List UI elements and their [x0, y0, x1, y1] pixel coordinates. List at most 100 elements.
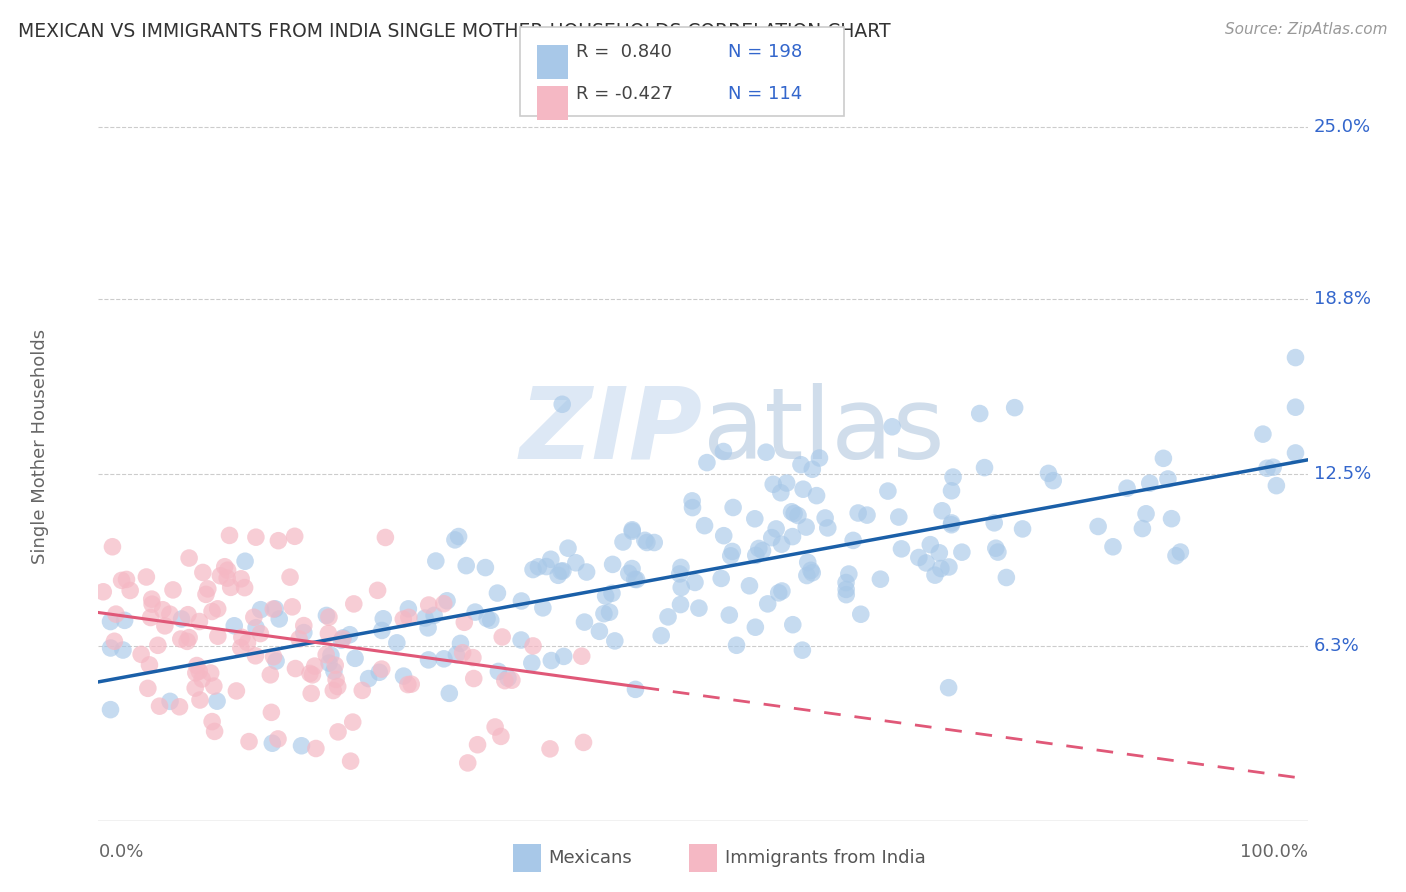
Point	[262, 736, 284, 750]
Point	[540, 654, 562, 668]
Point	[385, 636, 408, 650]
Point	[162, 582, 184, 597]
Point	[249, 602, 271, 616]
Point	[887, 510, 910, 524]
Point	[229, 640, 252, 655]
Point	[792, 482, 814, 496]
Point	[446, 648, 468, 662]
Point	[305, 741, 328, 756]
Point	[681, 494, 703, 508]
Point	[924, 568, 946, 582]
Point	[101, 540, 124, 554]
Point	[527, 559, 550, 574]
Point	[1152, 451, 1174, 466]
Point	[536, 559, 558, 574]
Point	[1132, 522, 1154, 536]
Point	[104, 607, 127, 621]
Point	[761, 531, 783, 545]
Point	[447, 529, 470, 543]
Point	[713, 444, 735, 458]
Point	[710, 571, 733, 585]
Point	[201, 714, 224, 729]
Point	[782, 617, 804, 632]
Point	[373, 612, 395, 626]
Point	[194, 587, 217, 601]
Point	[551, 397, 574, 411]
Point	[756, 597, 779, 611]
Point	[540, 552, 562, 566]
Point	[202, 679, 225, 693]
Text: 0.0%: 0.0%	[98, 843, 143, 861]
Point	[938, 560, 960, 574]
Point	[111, 643, 134, 657]
Point	[856, 508, 879, 522]
Point	[200, 666, 222, 681]
Point	[621, 523, 644, 537]
Point	[233, 581, 256, 595]
Point	[908, 550, 931, 565]
Point	[278, 570, 301, 584]
Point	[748, 541, 770, 556]
Point	[522, 563, 544, 577]
Point	[245, 648, 267, 663]
Point	[1087, 519, 1109, 533]
Point	[510, 632, 533, 647]
Point	[368, 665, 391, 680]
Point	[243, 610, 266, 624]
Point	[184, 681, 207, 695]
Point	[138, 657, 160, 672]
Point	[217, 563, 239, 577]
Point	[461, 650, 484, 665]
Point	[186, 658, 208, 673]
Point	[599, 605, 621, 619]
Point	[612, 535, 634, 549]
Point	[835, 582, 858, 597]
Point	[800, 563, 823, 577]
Point	[260, 706, 283, 720]
Point	[284, 661, 307, 675]
Point	[624, 682, 647, 697]
Point	[436, 594, 458, 608]
Text: R = -0.427: R = -0.427	[576, 85, 673, 103]
Point	[184, 665, 207, 680]
Text: Single Mother Households: Single Mother Households	[31, 328, 49, 564]
Point	[159, 607, 181, 622]
Point	[1011, 522, 1033, 536]
Point	[669, 598, 692, 612]
Point	[623, 572, 645, 586]
Text: 12.5%: 12.5%	[1313, 465, 1371, 483]
Point	[626, 573, 648, 587]
Point	[339, 754, 361, 768]
Point	[838, 567, 860, 582]
Point	[423, 608, 446, 623]
Point	[100, 703, 122, 717]
Point	[744, 620, 766, 634]
Point	[370, 662, 392, 676]
Point	[489, 730, 512, 744]
Point	[683, 575, 706, 590]
Point	[332, 631, 354, 645]
Point	[941, 516, 963, 530]
Point	[204, 724, 226, 739]
Point	[120, 583, 142, 598]
Point	[367, 583, 389, 598]
Text: atlas: atlas	[703, 383, 945, 480]
Point	[950, 545, 973, 559]
Point	[1038, 467, 1060, 481]
Point	[796, 568, 818, 582]
Point	[299, 686, 322, 700]
Point	[846, 506, 869, 520]
Point	[439, 686, 461, 700]
Point	[374, 531, 396, 545]
Point	[1164, 549, 1187, 563]
Point	[269, 612, 291, 626]
Point	[188, 693, 211, 707]
Point	[224, 619, 246, 633]
Point	[713, 529, 735, 543]
Point	[636, 535, 658, 549]
Point	[267, 731, 290, 746]
Point	[1284, 401, 1306, 415]
Text: 100.0%: 100.0%	[1240, 843, 1308, 861]
Point	[538, 742, 561, 756]
Point	[522, 639, 544, 653]
